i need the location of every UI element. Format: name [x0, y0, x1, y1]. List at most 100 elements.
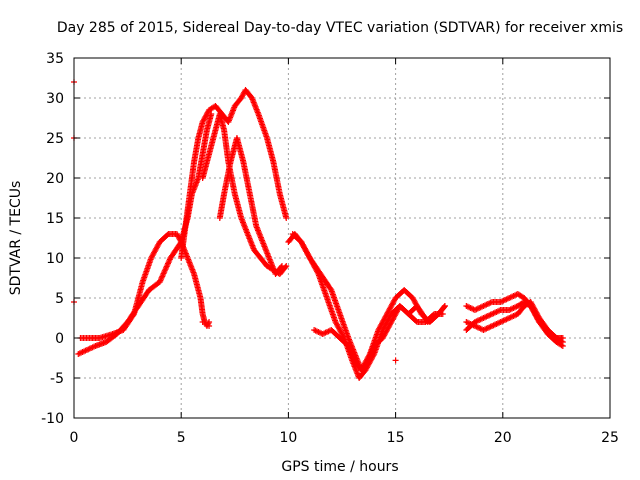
series-track-7 [289, 231, 448, 373]
x-tick-label: 25 [601, 430, 619, 446]
data-marker [326, 284, 333, 291]
data-point [206, 323, 213, 329]
data-marker [336, 309, 343, 316]
data-marker [504, 315, 511, 322]
y-tick-label: 35 [46, 51, 64, 67]
data-marker [496, 307, 503, 314]
data-marker [129, 313, 136, 320]
data-marker [154, 280, 161, 287]
data-marker [155, 241, 162, 248]
data-marker [262, 260, 269, 267]
data-marker [551, 337, 558, 343]
data-marker [139, 280, 146, 287]
data-marker [518, 300, 525, 307]
data-marker [231, 189, 238, 196]
data-marker [343, 341, 350, 347]
ticks [73, 57, 611, 419]
grid [74, 58, 610, 418]
data-marker [334, 333, 341, 339]
data-marker [504, 295, 511, 302]
y-tick-label: 20 [46, 171, 64, 187]
data-marker [252, 221, 259, 228]
data-marker [479, 303, 486, 310]
data-marker [296, 237, 303, 243]
series-track-2 [77, 231, 213, 341]
data-marker [487, 299, 494, 306]
data-marker [247, 92, 254, 99]
series-track-3 [178, 87, 290, 261]
series-isolated [71, 79, 399, 364]
data-marker [263, 133, 270, 140]
data-marker [199, 120, 206, 127]
series-track-11 [463, 299, 566, 349]
x-tick-label: 10 [279, 430, 297, 446]
data-marker [91, 343, 98, 350]
data-marker [558, 342, 565, 349]
data-marker [265, 253, 272, 260]
data-marker [519, 305, 526, 312]
data-marker [259, 237, 266, 244]
data-marker [315, 268, 322, 275]
data-marker [525, 301, 532, 308]
data-marker [438, 311, 445, 317]
plot-frame [73, 57, 611, 419]
series-track-4 [199, 111, 290, 277]
data-marker [203, 128, 210, 135]
data-marker [269, 157, 276, 164]
data-marker [487, 311, 494, 318]
data-marker [534, 316, 541, 323]
data-marker [327, 285, 334, 292]
data-marks [71, 79, 566, 381]
data-marker [403, 309, 410, 315]
data-marker [147, 256, 154, 263]
x-tick-labels: 0 5 10 15 20 25 [70, 430, 619, 446]
data-marker [246, 189, 253, 196]
data-marker [374, 328, 381, 335]
y-axis-label: SDTVAR / TECUs [8, 181, 24, 296]
data-marker [344, 333, 351, 340]
chart-title: Day 285 of 2015, Sidereal Day-to-day VTE… [57, 20, 623, 36]
data-marker [203, 160, 210, 167]
data-marker [496, 319, 503, 326]
data-marker [130, 312, 137, 319]
data-marker [479, 315, 486, 322]
series-track-5 [216, 135, 285, 277]
data-marker [108, 331, 115, 338]
data-marker [440, 305, 447, 312]
data-marker [543, 328, 550, 335]
data-marker [239, 157, 246, 164]
data-marker [209, 136, 216, 143]
data-marker [244, 229, 251, 236]
y-tick-label: 5 [55, 291, 64, 307]
y-tick-label: -10 [41, 411, 64, 427]
x-tick-label: 15 [387, 430, 405, 446]
data-marker [391, 297, 398, 304]
data-marker [362, 361, 369, 368]
data-marker [276, 189, 283, 196]
x-axis-label: GPS time / hours [281, 459, 398, 475]
data-marker [504, 307, 511, 313]
data-marker [440, 304, 447, 311]
data-marker [255, 252, 262, 259]
data-marker [377, 337, 384, 343]
data-marker [429, 313, 436, 319]
data-marker [386, 321, 393, 328]
data-marker [236, 97, 243, 104]
data-marker [496, 299, 503, 305]
data-marker [407, 293, 414, 299]
data-marker [278, 264, 285, 271]
y-tick-label: 25 [46, 131, 64, 147]
data-point [392, 357, 399, 364]
data-point [199, 319, 206, 325]
data-marker [518, 293, 525, 300]
data-marker [557, 341, 564, 348]
data-marker [237, 213, 244, 220]
y-tick-label: 15 [46, 211, 64, 227]
data-marker [416, 308, 423, 315]
data-marker [205, 320, 212, 327]
y-tick-label: 0 [55, 331, 64, 347]
data-marker [144, 289, 151, 296]
data-marker [163, 233, 170, 239]
series-track-1 [75, 111, 215, 357]
